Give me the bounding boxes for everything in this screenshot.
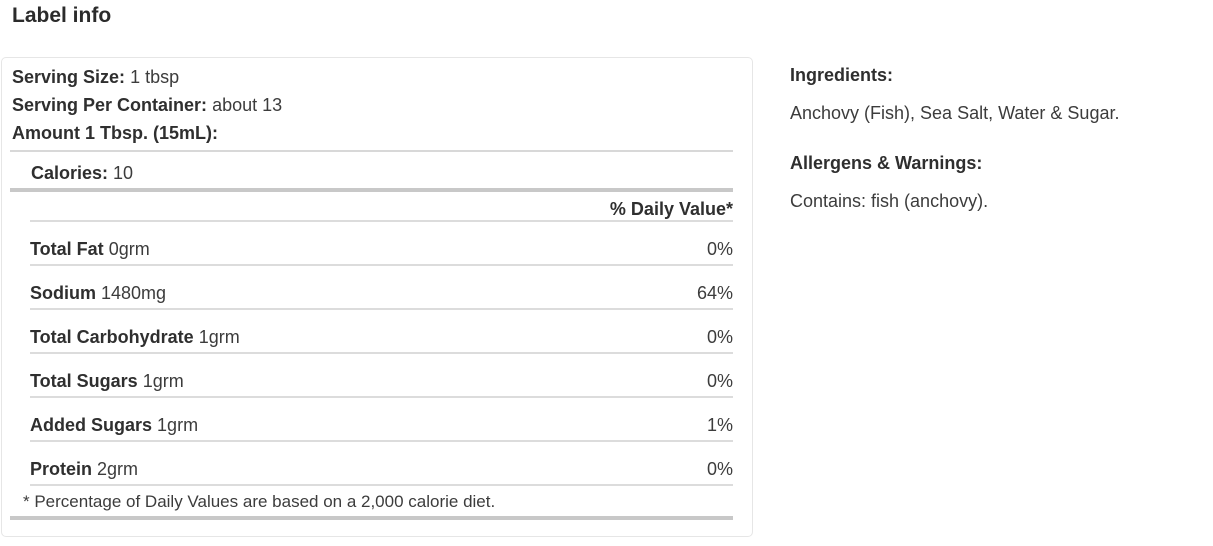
nutrient-row-sodium: Sodium 1480mg 64% <box>30 266 733 310</box>
nutrient-name: Total Fat <box>30 239 104 259</box>
divider-thick-bottom <box>10 516 733 520</box>
nutrient-amount: 1grm <box>142 371 184 391</box>
calories-line: Calories: 10 <box>31 162 733 184</box>
nutrient-daily-value: 0% <box>706 239 733 259</box>
allergens-text: Contains: fish (anchovy). <box>790 191 989 211</box>
daily-value-footnote: * Percentage of Daily Values are based o… <box>23 492 496 511</box>
calories-value: 10 <box>113 163 134 183</box>
nutrient-name: Total Sugars <box>30 371 138 391</box>
allergens-heading: Allergens & Warnings: <box>790 153 983 173</box>
nutrient-name: Sodium <box>30 283 96 303</box>
nutrient-amount: 1480mg <box>101 283 167 303</box>
nutrient-name: Added Sugars <box>30 415 153 435</box>
ingredients-heading: Ingredients: <box>790 65 894 85</box>
nutrient-label: Protein 2grm <box>30 458 138 480</box>
nutrient-row-total-carbohydrate: Total Carbohydrate 1grm 0% <box>30 310 733 354</box>
nutrient-daily-value: 0% <box>706 327 733 347</box>
serving-per-container-value: about 13 <box>212 95 283 115</box>
nutrient-label: Added Sugars 1grm <box>30 414 198 436</box>
nutrient-amount: 2grm <box>97 459 139 479</box>
nutrient-row-added-sugars: Added Sugars 1grm 1% <box>30 398 733 442</box>
ingredients-column: Ingredients: Anchovy (Fish), Sea Salt, W… <box>790 64 1210 240</box>
daily-value-header: % Daily Value* <box>30 192 733 222</box>
nutrient-label: Sodium 1480mg <box>30 282 166 304</box>
nutrient-name: Protein <box>30 459 93 479</box>
page-title: Label info <box>12 4 112 27</box>
nutrient-label: Total Sugars 1grm <box>30 370 184 392</box>
nutrient-daily-value: 0% <box>706 459 733 479</box>
serving-info-block: Serving Size: 1 tbsp Serving Per Contain… <box>12 63 733 147</box>
divider-thin-full <box>10 150 733 152</box>
nutrient-amount: 1grm <box>157 415 199 435</box>
serving-size-value: 1 tbsp <box>130 67 180 87</box>
ingredients-text: Anchovy (Fish), Sea Salt, Water & Sugar. <box>790 103 1120 123</box>
nutrient-row-total-fat: Total Fat 0grm 0% <box>30 222 733 266</box>
divider-thick <box>10 188 733 192</box>
nutrient-row-protein: Protein 2grm 0% <box>30 442 733 486</box>
nutrient-daily-value: 0% <box>706 371 733 391</box>
nutrition-label-panel: Serving Size: 1 tbsp Serving Per Contain… <box>1 57 753 537</box>
nutrient-row-total-sugars: Total Sugars 1grm 0% <box>30 354 733 398</box>
nutrient-amount: 1grm <box>198 327 240 347</box>
calories-label: Calories: <box>31 163 109 183</box>
serving-size-label: Serving Size: <box>12 67 126 87</box>
nutrient-name: Total Carbohydrate <box>30 327 194 347</box>
nutrient-daily-value: 64% <box>696 283 733 303</box>
nutrition-label-content: Serving Size: 1 tbsp Serving Per Contain… <box>2 58 752 520</box>
nutrient-amount: 0grm <box>108 239 150 259</box>
nutrient-label: Total Carbohydrate 1grm <box>30 326 240 348</box>
serving-per-container-line: Serving Per Container: about 13 <box>12 91 733 119</box>
serving-size-line: Serving Size: 1 tbsp <box>12 63 733 91</box>
serving-per-container-label: Serving Per Container: <box>12 95 208 115</box>
amount-per-serving-label: Amount 1 Tbsp. (15mL): <box>12 123 218 143</box>
nutrient-label: Total Fat 0grm <box>30 238 150 260</box>
nutrient-daily-value: 1% <box>706 415 733 435</box>
